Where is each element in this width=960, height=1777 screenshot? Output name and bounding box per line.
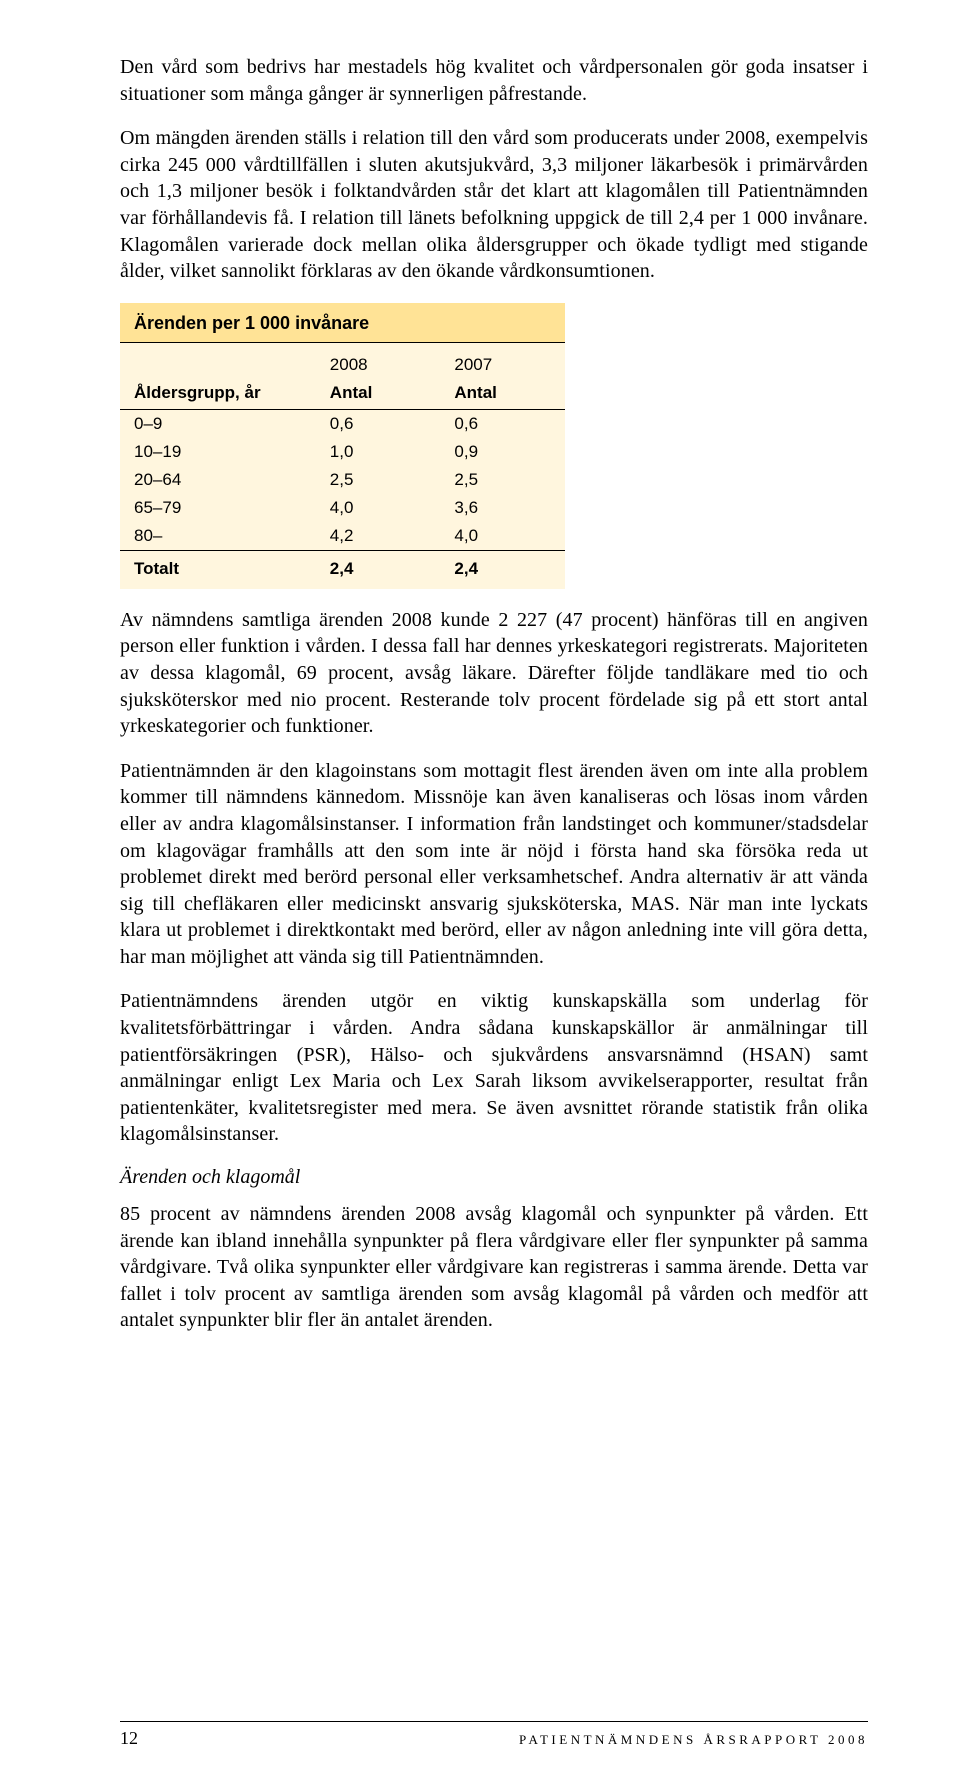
subheading: Ärenden och klagomål — [120, 1166, 868, 1189]
year-header: 2008 — [316, 351, 441, 379]
table-row: 0–9 0,6 0,6 — [120, 409, 565, 438]
data-table: 2008 2007 Åldersgrupp, år Antal Antal 0–… — [120, 351, 565, 589]
total-value: 2,4 — [316, 550, 441, 589]
cell: 20–64 — [120, 466, 316, 494]
cell: 0,6 — [440, 409, 565, 438]
running-title: PATIENTNÄMNDENS ÅRSRAPPORT 2008 — [519, 1732, 868, 1748]
cell: 0,6 — [316, 409, 441, 438]
paragraph: Den vård som bedrivs har mestadels hög k… — [120, 54, 868, 107]
table-row: 10–19 1,0 0,9 — [120, 438, 565, 466]
paragraph: Patientnämndens ärenden utgör en viktig … — [120, 988, 868, 1148]
table-rows: 0–9 0,6 0,6 10–19 1,0 0,9 20–64 2,5 2,5 — [120, 409, 565, 589]
table-total-row: Totalt 2,4 2,4 — [120, 550, 565, 589]
total-label: Totalt — [120, 550, 316, 589]
table-body: 2008 2007 Åldersgrupp, år Antal Antal 0–… — [120, 343, 565, 589]
cell: 2,5 — [440, 466, 565, 494]
table-title: Ärenden per 1 000 invånare — [120, 303, 565, 343]
column-header: Antal — [316, 379, 441, 410]
cell: 10–19 — [120, 438, 316, 466]
column-header: Antal — [440, 379, 565, 410]
column-header: Åldersgrupp, år — [120, 379, 316, 410]
cell: 65–79 — [120, 494, 316, 522]
cell: 0–9 — [120, 409, 316, 438]
year-header: 2007 — [440, 351, 565, 379]
paragraph: Patientnämnden är den klagoinstans som m… — [120, 758, 868, 971]
page-footer: 12 PATIENTNÄMNDENS ÅRSRAPPORT 2008 — [0, 1721, 960, 1749]
cell: 80– — [120, 522, 316, 551]
cell: 4,0 — [316, 494, 441, 522]
table-row: 20–64 2,5 2,5 — [120, 466, 565, 494]
table-row: 80– 4,2 4,0 — [120, 522, 565, 551]
paragraph: Av nämndens samtliga ärenden 2008 kunde … — [120, 607, 868, 740]
table-row: 65–79 4,0 3,6 — [120, 494, 565, 522]
cell: 3,6 — [440, 494, 565, 522]
cell: 1,0 — [316, 438, 441, 466]
paragraph: Om mängden ärenden ställs i relation til… — [120, 125, 868, 285]
cell: 4,2 — [316, 522, 441, 551]
document-page: Den vård som bedrivs har mestadels hög k… — [0, 0, 960, 1777]
age-group-table: Ärenden per 1 000 invånare 2008 2007 Åld… — [120, 303, 565, 589]
cell: 4,0 — [440, 522, 565, 551]
cell: 0,9 — [440, 438, 565, 466]
total-value: 2,4 — [440, 550, 565, 589]
cell: 2,5 — [316, 466, 441, 494]
page-number: 12 — [120, 1728, 138, 1749]
paragraph: 85 procent av nämndens ärenden 2008 avså… — [120, 1201, 868, 1334]
